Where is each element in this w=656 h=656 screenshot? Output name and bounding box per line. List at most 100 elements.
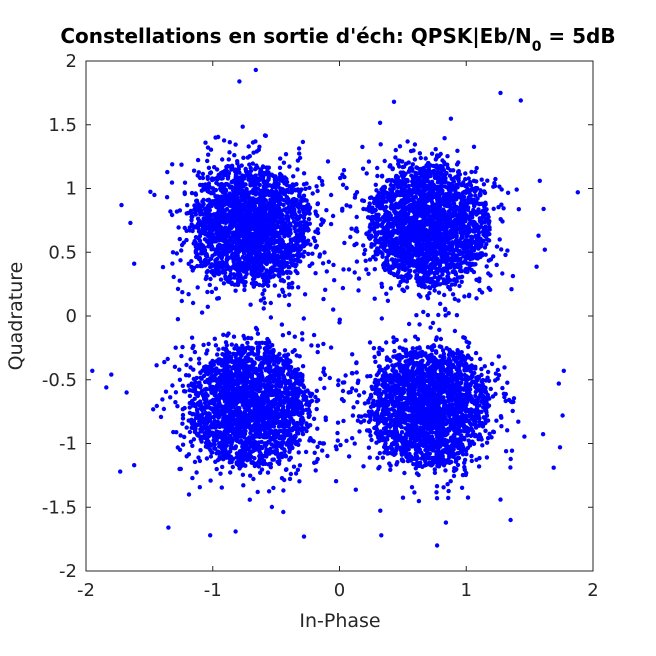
data-point xyxy=(201,216,206,221)
data-point xyxy=(247,261,252,267)
data-point xyxy=(240,265,246,270)
data-point xyxy=(432,288,437,293)
data-point xyxy=(427,277,432,282)
data-point xyxy=(405,212,410,217)
data-point xyxy=(207,207,212,212)
data-point xyxy=(250,161,255,166)
data-point xyxy=(223,276,228,281)
data-point xyxy=(224,262,229,267)
data-point xyxy=(413,189,419,195)
data-point xyxy=(254,259,259,265)
data-point xyxy=(415,257,420,263)
data-point xyxy=(246,215,252,221)
data-point xyxy=(446,181,451,186)
data-point xyxy=(227,185,233,190)
data-point xyxy=(304,203,310,208)
data-point xyxy=(250,140,256,145)
data-point xyxy=(174,251,179,256)
data-point xyxy=(268,315,274,320)
data-point xyxy=(380,196,386,201)
data-point xyxy=(204,270,209,275)
data-point xyxy=(317,175,322,181)
data-point xyxy=(313,245,319,250)
data-point xyxy=(428,262,434,267)
data-point xyxy=(302,227,307,232)
data-point xyxy=(419,191,424,196)
data-point xyxy=(266,177,271,182)
data-point xyxy=(505,248,510,253)
data-point xyxy=(253,173,258,178)
data-point xyxy=(268,226,273,232)
data-point xyxy=(254,248,260,253)
data-point xyxy=(296,146,302,151)
data-point xyxy=(237,170,242,175)
data-point xyxy=(262,275,267,280)
data-point xyxy=(367,195,373,201)
data-point xyxy=(310,251,315,256)
data-point xyxy=(389,206,394,211)
data-point xyxy=(250,272,255,277)
data-point xyxy=(204,218,209,223)
data-point xyxy=(295,241,300,247)
data-point xyxy=(241,155,246,160)
data-point xyxy=(244,195,249,201)
data-point xyxy=(294,252,299,258)
data-point xyxy=(478,243,484,248)
data-point xyxy=(228,214,233,220)
data-point xyxy=(255,190,260,196)
data-point xyxy=(165,356,170,362)
data-point xyxy=(432,227,438,232)
data-point xyxy=(282,188,288,193)
data-point xyxy=(360,198,365,203)
data-point xyxy=(379,284,385,289)
data-point xyxy=(192,203,197,208)
data-point xyxy=(375,224,380,229)
data-point xyxy=(227,279,233,285)
data-point xyxy=(267,218,273,223)
data-point xyxy=(436,224,442,230)
data-point xyxy=(435,257,441,263)
data-point xyxy=(298,199,304,204)
data-point xyxy=(182,191,187,197)
data-point xyxy=(393,155,398,160)
data-point xyxy=(436,231,441,236)
data-point xyxy=(297,155,303,161)
data-point xyxy=(482,204,487,209)
data-point xyxy=(378,142,383,147)
data-point xyxy=(235,181,240,187)
data-point xyxy=(304,241,309,246)
data-point xyxy=(405,177,410,183)
data-point xyxy=(177,236,182,242)
data-point xyxy=(164,195,170,200)
data-point xyxy=(474,222,479,227)
data-point xyxy=(470,256,475,261)
data-point xyxy=(169,212,175,218)
data-point xyxy=(221,197,226,203)
data-point xyxy=(414,179,419,184)
data-point xyxy=(295,270,300,276)
data-point xyxy=(484,242,489,247)
data-point xyxy=(447,173,453,178)
data-point xyxy=(306,251,311,257)
data-point xyxy=(482,190,488,196)
data-point xyxy=(375,165,380,171)
data-point xyxy=(210,232,215,237)
data-point xyxy=(276,244,281,249)
data-point xyxy=(395,258,401,263)
data-point xyxy=(406,271,411,276)
data-point xyxy=(261,306,266,311)
data-point xyxy=(246,202,251,207)
data-point xyxy=(240,184,245,189)
data-point xyxy=(178,258,183,263)
data-point xyxy=(257,262,262,267)
data-point xyxy=(248,183,253,188)
data-point xyxy=(380,254,385,259)
data-point xyxy=(291,174,296,179)
data-point xyxy=(369,242,374,247)
data-point xyxy=(251,208,257,213)
data-point xyxy=(271,218,276,223)
data-point xyxy=(285,210,290,216)
data-point xyxy=(219,485,224,490)
data-point xyxy=(270,230,276,236)
